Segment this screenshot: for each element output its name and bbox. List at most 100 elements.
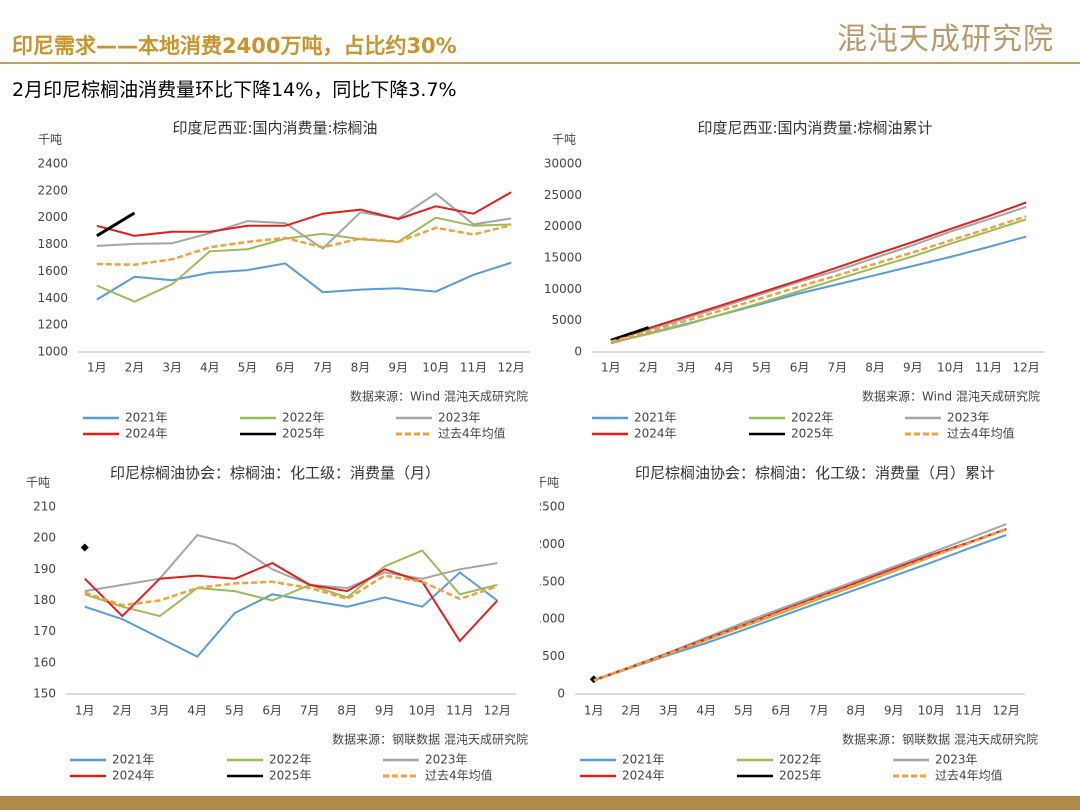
legend-label: 2022年	[791, 411, 834, 425]
x-tick-label: 3月	[659, 704, 679, 718]
y-unit: 千吨	[552, 133, 576, 147]
series-line	[84, 561, 499, 643]
y-tick-label: 1400	[37, 291, 68, 305]
series-line	[96, 192, 512, 250]
legend-label: 2023年	[935, 753, 978, 767]
y-unit: 千吨	[38, 133, 62, 147]
legend-label: 2024年	[622, 769, 665, 783]
x-tick-label: 7月	[828, 361, 848, 375]
legend-label: 2025年	[791, 427, 834, 441]
x-tick-label: 3月	[150, 704, 170, 718]
x-tick-label: 12月	[993, 704, 1020, 718]
x-tick-label: 8月	[846, 704, 866, 718]
legend-label: 2025年	[269, 769, 312, 783]
y-tick-label: 1000	[37, 345, 68, 359]
logo: 混沌天成研究院	[837, 22, 1054, 57]
x-tick-label: 10月	[918, 704, 945, 718]
x-tick-label: 2月	[112, 704, 132, 718]
series-line	[84, 533, 498, 593]
chart-panel: 印尼棕榈油协会：棕榈油：化工级：消费量（月） 千吨 150 160 170 180 190 2…	[0, 455, 540, 795]
legend-label: 2022年	[269, 753, 312, 767]
x-tick-label: 2月	[639, 361, 659, 375]
x-tick-label: 4月	[696, 704, 716, 718]
y-tick-label: 200	[33, 531, 56, 545]
x-tick-label: 11月	[955, 704, 982, 718]
x-tick-label: 1月	[601, 361, 621, 375]
y-tick-label: 2000	[37, 210, 68, 224]
chart: 千吨 150 160 170 180 190 200 210 1月 2月 3月 4月 5月 6月 7月 8月 9…	[26, 476, 528, 783]
y-tick-label: 170	[33, 624, 56, 638]
y-tick-label: 2000	[540, 537, 565, 551]
x-tick-label: 2月	[621, 704, 641, 718]
point-marker	[80, 543, 89, 552]
legend-label: 2025年	[779, 769, 822, 783]
series-line	[610, 215, 1027, 343]
x-tick-label: 7月	[300, 704, 320, 718]
footer-bar	[0, 796, 1080, 810]
x-tick-label: 12月	[484, 704, 511, 718]
legend-label: 过去4年均值	[438, 426, 506, 441]
x-tick-label: 11月	[975, 361, 1002, 375]
x-tick-label: 1月	[75, 704, 95, 718]
legend-label: 过去4年均值	[425, 768, 493, 783]
legend-label: 2024年	[125, 427, 168, 441]
series-line	[96, 211, 136, 238]
y-tick-label: 1800	[37, 237, 68, 251]
series-line	[84, 549, 498, 618]
source-note: 数据来源：钢联数据 混沌天成研究院	[842, 732, 1038, 747]
legend-label: 2021年	[125, 411, 168, 425]
y-tick-label: 2200	[37, 183, 68, 197]
x-tick-label: 11月	[446, 704, 473, 718]
chart: 千吨 0 5000 10000 15000 20000 25000 30000 1月 2月 3月 4月…	[544, 133, 1045, 441]
legend-label: 2024年	[112, 769, 155, 783]
series-line	[84, 574, 498, 607]
x-tick-label: 10月	[409, 704, 436, 718]
legend-label: 2023年	[947, 411, 990, 425]
x-tick-label: 6月	[275, 361, 295, 375]
y-tick-label: 1000	[540, 612, 565, 626]
chart-title: 印尼棕榈油协会：棕榈油：化工级：消费量（月）累计	[634, 464, 995, 482]
x-tick-label: 5月	[238, 361, 258, 375]
legend-label: 2025年	[282, 427, 325, 441]
chart: 千吨 0 500 1000 1500 2000 2500 1月 2月 3月 4月 5月 6月 7月 8月 9月…	[540, 476, 1038, 783]
x-tick-label: 1月	[584, 704, 604, 718]
x-tick-label: 8月	[351, 361, 371, 375]
x-tick-label: 6月	[790, 361, 810, 375]
y-tick-label: 10000	[544, 282, 582, 296]
y-tick-label: 2400	[37, 157, 68, 171]
x-tick-label: 6月	[771, 704, 791, 718]
y-tick-label: 1600	[37, 264, 68, 278]
chart: 千吨 1000 1200 1400 1600 1800 2000 2200 2400 1月 2月 3月…	[37, 133, 530, 441]
chart-panel: 印度尼西亚:国内消费量:棕榈油累计 千吨 0 5000 10000 15000 20000 2…	[540, 110, 1080, 450]
y-tick-label: 15000	[544, 251, 582, 265]
y-tick-label: 190	[33, 562, 56, 576]
x-tick-label: 2月	[125, 361, 145, 375]
legend-label: 2023年	[438, 411, 481, 425]
series-line	[593, 528, 1007, 682]
x-tick-label: 9月	[375, 704, 395, 718]
subtitle: 2月印尼棕榈油消费量环比下降14%，同比下降3.7%	[12, 79, 457, 101]
legend-label: 2024年	[634, 427, 677, 441]
series-line	[96, 191, 512, 237]
legend-label: 2022年	[282, 411, 325, 425]
chart-title: 印度尼西亚:国内消费量:棕榈油	[172, 119, 378, 137]
y-tick-label: 1200	[37, 318, 68, 332]
y-unit: 千吨	[26, 476, 50, 490]
legend-label: 2021年	[622, 753, 665, 767]
x-tick-label: 4月	[200, 361, 220, 375]
x-tick-label: 1月	[87, 361, 107, 375]
x-tick-label: 11月	[460, 361, 487, 375]
x-tick-label: 3月	[162, 361, 182, 375]
x-tick-label: 5月	[225, 704, 245, 718]
x-tick-label: 6月	[262, 704, 282, 718]
series-line	[96, 261, 512, 301]
header-rule	[0, 62, 1080, 64]
chart-title: 印度尼西亚:国内消费量:棕榈油累计	[697, 119, 933, 137]
x-tick-label: 8月	[337, 704, 357, 718]
y-tick-label: 0	[574, 345, 582, 359]
x-tick-label: 12月	[1012, 361, 1039, 375]
y-tick-label: 5000	[551, 313, 582, 327]
x-tick-label: 10月	[937, 361, 964, 375]
x-tick-label: 5月	[734, 704, 754, 718]
